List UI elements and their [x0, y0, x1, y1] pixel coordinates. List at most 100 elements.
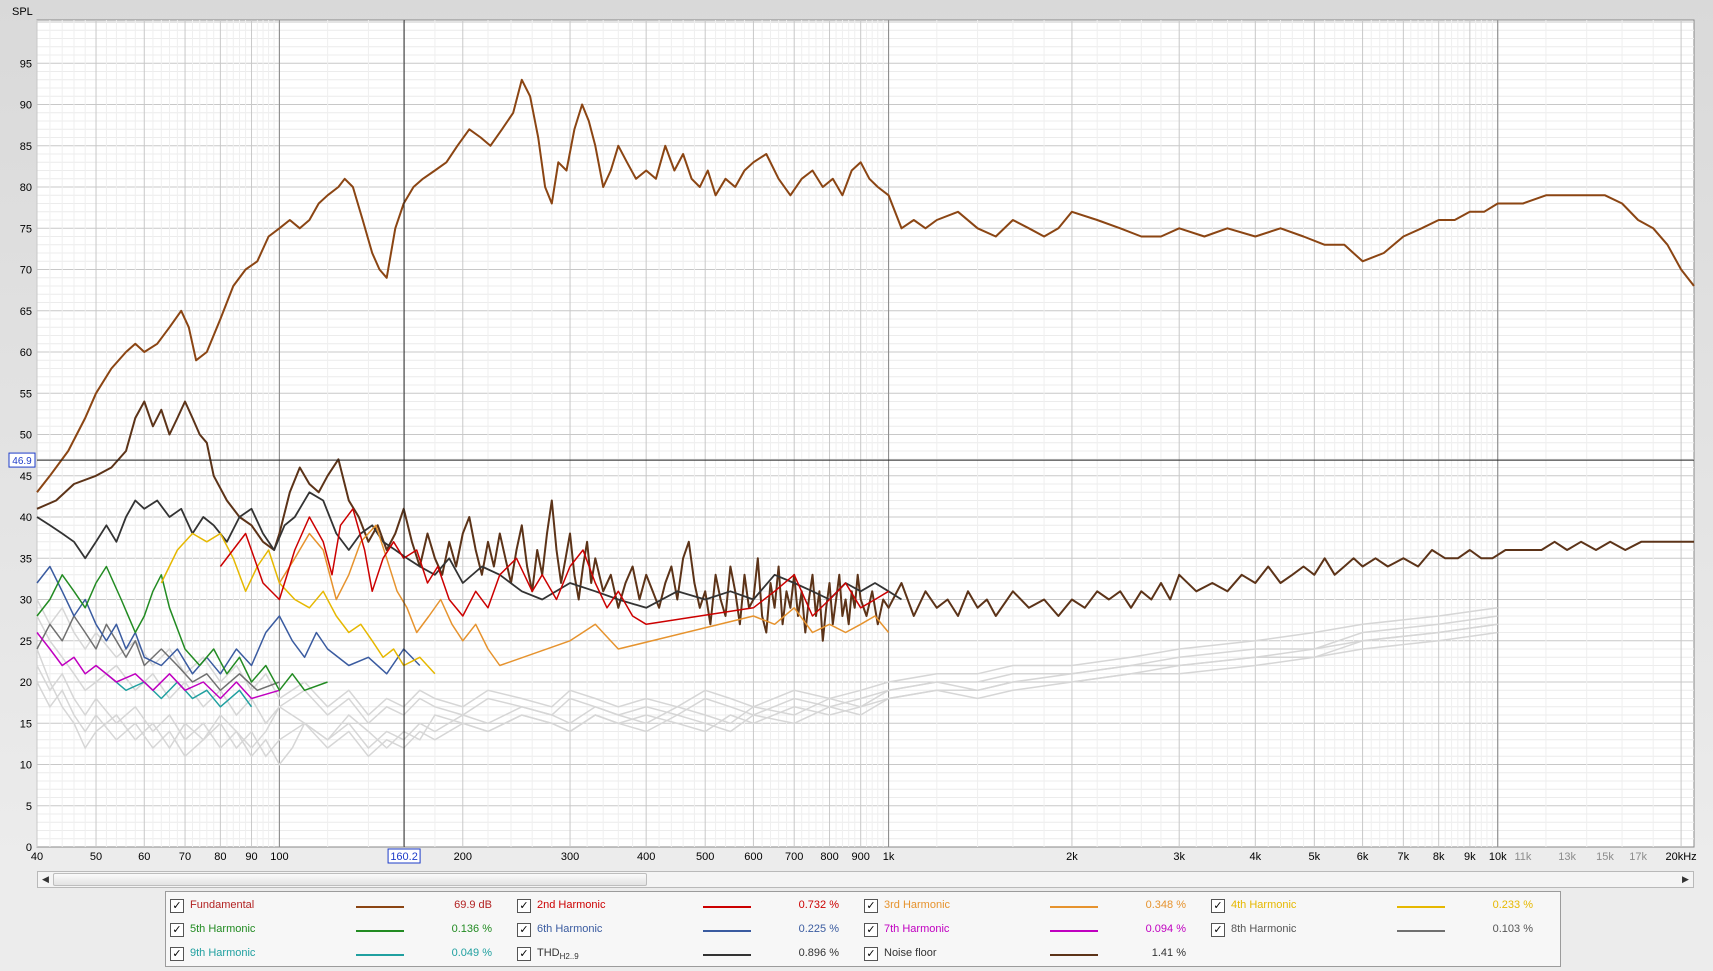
x-tick-label: 90 [245, 851, 257, 863]
background-traces [36, 599, 1498, 766]
checkbox-6th-harmonic[interactable]: ✓ [517, 923, 531, 937]
legend-item-noise-floor[interactable]: ✓ Noise floor 1.41 % [860, 944, 1206, 966]
x-tick-label: 17k [1629, 851, 1647, 863]
y-tick-label: 70 [20, 265, 32, 277]
y-axis-label: SPL [12, 6, 33, 18]
x-tick-label: 2k [1066, 851, 1078, 863]
arrow-right-icon[interactable]: ▶ [1682, 874, 1689, 884]
x-tick-label: 10k [1489, 851, 1507, 863]
series-fundamental [36, 78, 1695, 493]
legend-item-2nd-harmonic[interactable]: ✓ 2nd Harmonic 0.732 % [513, 896, 859, 918]
checkbox-noise-floor[interactable]: ✓ [864, 947, 878, 961]
legend-swatch [356, 954, 404, 956]
x-tick-label: 300 [561, 851, 579, 863]
cursor-y-value: 46.9 [12, 456, 32, 467]
y-tick-label: 80 [20, 182, 32, 194]
legend-label: 5th Harmonic [190, 923, 256, 935]
cursor-x-value: 160.2 [390, 851, 418, 863]
x-tick-label: 600 [744, 851, 762, 863]
checkbox-5th-harmonic[interactable]: ✓ [170, 923, 184, 937]
x-tick-label: 9k [1464, 851, 1476, 863]
x-tick-label: 1k [883, 851, 895, 863]
x-tick-label: 60 [138, 851, 150, 863]
checkbox-3rd-harmonic[interactable]: ✓ [864, 899, 878, 913]
legend-swatch [703, 906, 751, 908]
legend-item-3rd-harmonic[interactable]: ✓ 3rd Harmonic 0.348 % [860, 896, 1206, 918]
legend-item-7th-harmonic[interactable]: ✓ 7th Harmonic 0.094 % [860, 920, 1206, 942]
legend-label: 3rd Harmonic [884, 899, 951, 911]
legend-panel: ✓ Fundamental 69.9 dB ✓ 2nd Harmonic 0.732 % ✓… [165, 891, 1561, 967]
legend-item-fundamental[interactable]: ✓ Fundamental 69.9 dB [166, 896, 512, 918]
legend-value: 0.136 % [451, 923, 492, 935]
legend-item-6th-harmonic[interactable]: ✓ 6th Harmonic 0.225 % [513, 920, 859, 942]
series-thd-h2-9 [36, 491, 902, 609]
legend-value: 0.348 % [1145, 899, 1186, 911]
series-5th-harmonic [36, 565, 328, 692]
x-tick-label: 80 [214, 851, 226, 863]
x-tick-label: 100 [270, 851, 288, 863]
y-tick-label: 0 [26, 842, 32, 854]
checkbox-2nd-harmonic[interactable]: ✓ [517, 899, 531, 913]
x-tick-label: 800 [820, 851, 838, 863]
legend-label: 8th Harmonic [1231, 923, 1297, 935]
legend-item-8th-harmonic[interactable]: ✓ 8th Harmonic 0.103 % [1207, 920, 1553, 942]
series-7th-harmonic [36, 632, 280, 700]
y-tick-label: 45 [20, 471, 32, 483]
arrow-left-icon[interactable]: ◀ [42, 874, 49, 884]
legend-swatch [1050, 954, 1098, 956]
x-tick-label: 6k [1357, 851, 1369, 863]
cursor-y-box [8, 452, 36, 468]
y-tick-label: 5 [26, 801, 32, 813]
legend-swatch [703, 954, 751, 956]
x-tick-label: 7k [1398, 851, 1410, 863]
scroll-thumb[interactable] [53, 873, 647, 886]
legend-value: 0.732 % [798, 899, 839, 911]
checkbox-8th-harmonic[interactable]: ✓ [1211, 923, 1225, 937]
legend-swatch [356, 906, 404, 908]
legend-swatch [356, 930, 404, 932]
series-3rd-harmonic [278, 524, 890, 667]
x-tick-label: 4k [1249, 851, 1261, 863]
x-tick-label: 40 [31, 851, 43, 863]
legend-swatch [1397, 906, 1445, 908]
checkbox-7th-harmonic[interactable]: ✓ [864, 923, 878, 937]
checkbox-thd[interactable]: ✓ [517, 947, 531, 961]
y-tick-label: 95 [20, 58, 32, 70]
checkbox-4th-harmonic[interactable]: ✓ [1211, 899, 1225, 913]
legend-label: 7th Harmonic [884, 923, 950, 935]
x-tick-label: 500 [696, 851, 714, 863]
legend-value: 0.225 % [798, 923, 839, 935]
legend-item-4th-harmonic[interactable]: ✓ 4th Harmonic 0.233 % [1207, 896, 1553, 918]
x-tick-label: 200 [454, 851, 472, 863]
y-tick-label: 60 [20, 347, 32, 359]
checkbox-fundamental[interactable]: ✓ [170, 899, 184, 913]
x-tick-label: 5k [1309, 851, 1321, 863]
legend-item-9th-harmonic[interactable]: ✓ 9th Harmonic 0.049 % [166, 944, 512, 966]
x-tick-label: 15k [1596, 851, 1614, 863]
legend-label: THDH2..9 [537, 947, 579, 962]
legend-value: 0.049 % [451, 947, 492, 959]
y-tick-label: 65 [20, 306, 32, 318]
y-tick-label: 30 [20, 595, 32, 607]
x-tick-label: 11k [1514, 851, 1531, 863]
x-tick-label: 400 [637, 851, 655, 863]
y-tick-label: 55 [20, 388, 32, 400]
y-tick-label: 15 [20, 718, 32, 730]
y-tick-label: 40 [20, 512, 32, 524]
x-tick-label: 3k [1173, 851, 1185, 863]
legend-item-5th-harmonic[interactable]: ✓ 5th Harmonic 0.136 % [166, 920, 512, 942]
legend-label: 9th Harmonic [190, 947, 256, 959]
y-tick-label: 75 [20, 223, 32, 235]
legend-swatch [703, 930, 751, 932]
legend-label: Fundamental [190, 899, 255, 911]
legend-item-thd[interactable]: ✓ THDH2..9 0.896 % [513, 944, 859, 966]
noise-trace [36, 623, 1498, 758]
x-axis: 40 50 60 70 80 90 100 200 300 400 500 600 700 800 900 1… [31, 851, 1697, 863]
checkbox-9th-harmonic[interactable]: ✓ [170, 947, 184, 961]
legend-swatch [1397, 930, 1445, 932]
x-tick-label: 50 [90, 851, 102, 863]
legend-swatch [1050, 906, 1098, 908]
horizontal-scrollbar[interactable]: ◀ ▶ [37, 871, 1694, 888]
legend-value: 0.094 % [1145, 923, 1186, 935]
